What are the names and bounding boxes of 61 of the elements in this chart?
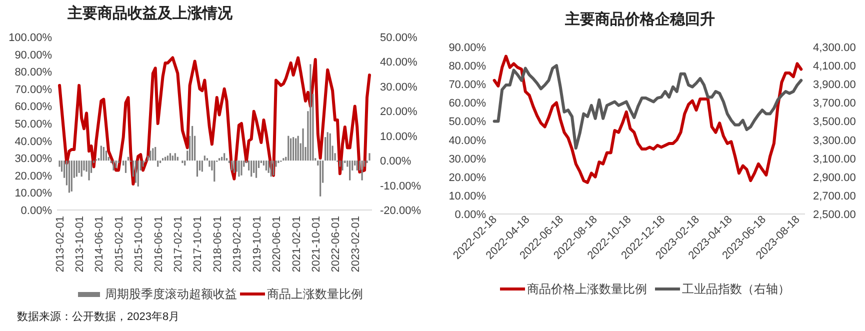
y2-tick-label: 2,500.00: [813, 209, 856, 221]
y-tick-label: 60.00%: [14, 101, 52, 114]
legend-label: 工业品指数（右轴）: [682, 282, 790, 296]
x-tick-label: 2019-02-01: [232, 216, 244, 272]
legend-label: 商品价格上涨数量比例: [527, 282, 647, 296]
y-tick-label: 50.00%: [448, 116, 486, 128]
legend-label: 商品上涨数量比例: [267, 287, 363, 301]
x-tick-label: 2023-02-01: [350, 216, 362, 272]
y-tick-label: 50.00%: [14, 118, 52, 130]
x-tick-label: 2013-10-01: [74, 216, 86, 272]
chart-title: 主要商品收益及上涨情况: [66, 4, 234, 22]
x-tick-label: 2017-02-01: [172, 216, 185, 272]
y-tick-label: 10.00%: [14, 188, 52, 200]
y-tick-label: 80.00%: [14, 66, 52, 79]
y-tick-label: 100.00%: [8, 32, 52, 44]
y2-tick-label: 3,100.00: [813, 153, 856, 166]
y2-tick-label: -20.00%: [380, 205, 422, 217]
y2-tick-label: 20.00%: [380, 106, 418, 118]
chart-title: 主要商品价格企稳回升: [564, 10, 715, 28]
y2-tick-label: 4,300.00: [813, 42, 856, 54]
source-note: 数据来源：公开数据，2023年8月: [17, 310, 180, 323]
y-tick-label: 60.00%: [448, 98, 486, 110]
x-tick-label: 2020-06-01: [271, 216, 284, 272]
x-tick-label: 2013-02-01: [54, 216, 67, 272]
y2-tick-label: 4,100.00: [813, 60, 856, 73]
y-tick-label: 20.00%: [14, 170, 52, 182]
y2-tick-label: -10.00%: [380, 180, 422, 192]
y-tick-label: 20.00%: [448, 172, 486, 184]
x-tick-label: 2017-10-01: [192, 216, 204, 272]
x-tick-label: 2015-10-01: [133, 216, 146, 272]
y2-tick-label: 3,500.00: [813, 116, 856, 128]
x-tick-label: 2015-02-01: [114, 216, 126, 272]
y2-tick-label: 10.00%: [380, 130, 418, 143]
y-tick-label: 40.00%: [448, 134, 486, 147]
y-tick-label: 40.00%: [14, 136, 52, 148]
x-tick-label: 2021-02-01: [290, 216, 303, 272]
y2-tick-label: 40.00%: [380, 56, 418, 69]
y2-tick-label: 3,700.00: [813, 98, 856, 110]
y-tick-label: 90.00%: [14, 49, 52, 62]
y-tick-label: 80.00%: [448, 60, 486, 73]
x-tick-label: 2022-06-01: [330, 216, 342, 272]
y-tick-label: 0.00%: [20, 205, 52, 217]
y-tick-label: 30.00%: [14, 153, 52, 166]
x-tick-label: 2014-06-01: [94, 216, 106, 272]
y-tick-label: 70.00%: [14, 84, 52, 96]
y-tick-label: 70.00%: [448, 79, 486, 92]
legend-label: 周期股季度滚动超额收益: [105, 287, 237, 301]
y2-tick-label: 2,700.00: [813, 190, 856, 202]
x-tick-label: 2016-06-01: [152, 216, 165, 272]
y2-tick-label: 3,900.00: [813, 79, 856, 92]
x-tick-label: 2018-06-01: [212, 216, 224, 272]
y2-tick-label: 50.00%: [380, 32, 418, 44]
y2-tick-label: 30.00%: [380, 81, 418, 94]
y2-tick-label: 2,900.00: [813, 172, 856, 184]
y-tick-label: 30.00%: [448, 153, 486, 166]
y2-tick-label: 3,300.00: [813, 134, 856, 147]
y-tick-label: 10.00%: [448, 190, 486, 202]
y2-tick-label: 0.00%: [380, 156, 412, 168]
y-tick-label: 90.00%: [448, 42, 486, 54]
x-tick-label: 2019-10-01: [251, 216, 264, 272]
x-tick-label: 2021-10-01: [310, 216, 322, 272]
